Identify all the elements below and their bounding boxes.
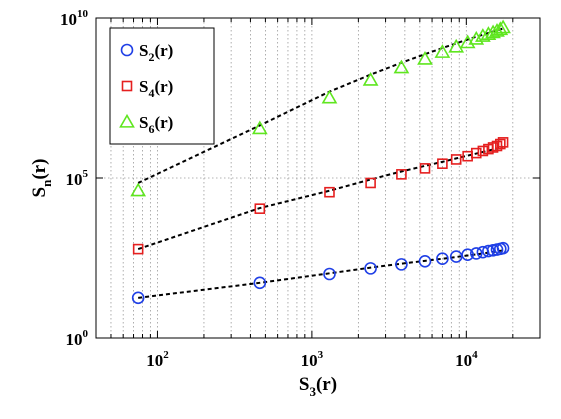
- y-tick-label: 100: [66, 328, 89, 349]
- data-point-triangle: [489, 22, 505, 37]
- data-point-triangle: [474, 28, 491, 42]
- data-point-circle: [253, 276, 267, 290]
- legend-label: S6(r): [139, 113, 173, 136]
- data-point-square: [491, 140, 503, 152]
- x-tick-label: 102: [146, 349, 169, 370]
- data-point-triangle: [495, 19, 511, 34]
- data-point-triangle: [448, 38, 465, 53]
- legend-label: S2(r): [139, 41, 173, 64]
- data-point-circle: [364, 262, 377, 275]
- data-point-square: [365, 177, 376, 189]
- data-point-triangle: [393, 59, 410, 74]
- data-point-square: [450, 154, 462, 165]
- data-point-triangle: [251, 120, 268, 135]
- data-point-circle: [461, 248, 474, 262]
- data-point-triangle: [130, 182, 147, 197]
- legend: S2(r) S4(r) S6(r): [109, 27, 215, 145]
- y-tick-label: 105: [66, 168, 89, 189]
- data-point-triangle: [468, 30, 485, 45]
- data-point-circle: [482, 244, 495, 258]
- x-tick-label: 104: [455, 349, 478, 370]
- data-point-triangle: [321, 89, 338, 104]
- legend-marker-triangle: [119, 113, 135, 128]
- data-point-square: [495, 138, 506, 150]
- legend-marker-square: [121, 80, 133, 92]
- data-point-square: [324, 186, 335, 198]
- data-point-square: [396, 169, 407, 180]
- data-point-square: [470, 147, 482, 159]
- data-point-square: [477, 145, 489, 157]
- data-marks: [130, 19, 511, 305]
- plot-frame: [95, 17, 541, 339]
- data-point-triangle: [492, 21, 509, 36]
- y-axis-label: Sn(r): [29, 159, 54, 198]
- tick-labels: 102 103 104 100 105 1010: [60, 8, 478, 370]
- data-point-circle: [131, 291, 145, 305]
- legend-box: [109, 27, 215, 145]
- data-point-square: [437, 158, 448, 169]
- data-point-triangle: [434, 44, 451, 58]
- data-point-triangle: [362, 71, 379, 86]
- data-point-square: [419, 163, 431, 174]
- y-tick-label: 1010: [60, 8, 89, 29]
- data-point-square: [132, 243, 144, 255]
- data-point-square: [497, 137, 509, 148]
- legend-label: S4(r): [139, 77, 173, 100]
- x-axis-label: S3(r): [299, 374, 337, 399]
- fit-line-square: [137, 145, 504, 251]
- data-point-circle: [418, 254, 432, 268]
- data-point-circle: [323, 267, 336, 281]
- legend-marker-circle: [120, 43, 134, 57]
- data-point-triangle: [417, 50, 433, 65]
- data-point-circle: [469, 247, 483, 260]
- data-point-circle: [496, 241, 510, 255]
- data-point-circle: [436, 252, 449, 266]
- x-tick-label: 103: [301, 349, 324, 370]
- data-point-square: [254, 203, 266, 214]
- data-point-circle: [395, 258, 408, 271]
